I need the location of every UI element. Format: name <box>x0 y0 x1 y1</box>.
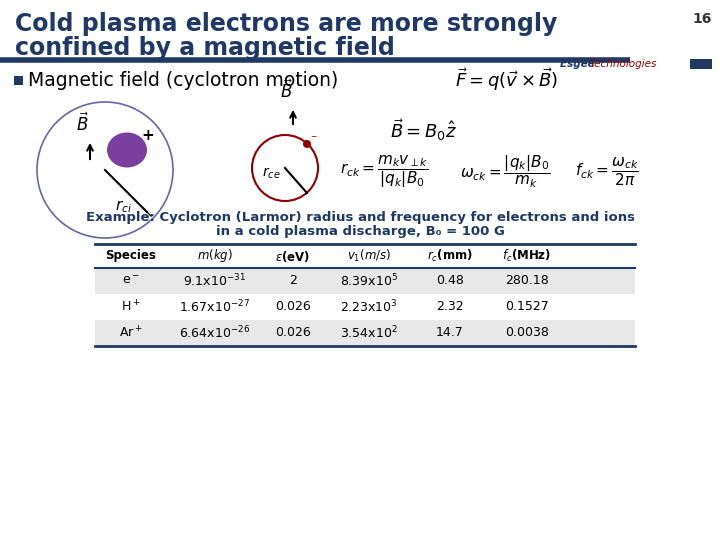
Text: $f_{ck} = \dfrac{\omega_{ck}}{2\pi}$: $f_{ck} = \dfrac{\omega_{ck}}{2\pi}$ <box>575 156 639 188</box>
Text: Species: Species <box>106 249 156 262</box>
Ellipse shape <box>107 132 147 167</box>
Text: +: + <box>142 127 154 143</box>
Text: $\vec{B}$: $\vec{B}$ <box>280 79 294 102</box>
Bar <box>14 76 23 85</box>
Text: 280.18: 280.18 <box>505 274 549 287</box>
Text: 2: 2 <box>289 274 297 287</box>
Text: 2.32: 2.32 <box>436 300 464 314</box>
Text: $\vec{B}$: $\vec{B}$ <box>76 112 89 135</box>
Text: $r_{ck} = \dfrac{m_k v_{\perp k}}{|q_k|B_0}$: $r_{ck} = \dfrac{m_k v_{\perp k}}{|q_k|B… <box>340 154 428 190</box>
Text: Esgee: Esgee <box>560 59 598 69</box>
Text: 16: 16 <box>693 12 712 26</box>
Text: $r_c$(mm): $r_c$(mm) <box>427 248 473 264</box>
Text: $m(kg)$: $m(kg)$ <box>197 247 233 265</box>
Text: in a cold plasma discharge, B₀ = 100 G: in a cold plasma discharge, B₀ = 100 G <box>215 225 505 238</box>
Bar <box>95 320 635 346</box>
Text: 0.026: 0.026 <box>275 300 311 314</box>
Text: $\omega_{ck} = \dfrac{|q_k|B_0}{m_k}$: $\omega_{ck} = \dfrac{|q_k|B_0}{m_k}$ <box>460 154 550 190</box>
Text: 0.026: 0.026 <box>275 327 311 340</box>
Bar <box>95 294 635 320</box>
Text: $\varepsilon$(eV): $\varepsilon$(eV) <box>276 248 310 264</box>
Bar <box>690 59 712 69</box>
Text: Magnetic field (cyclotron motion): Magnetic field (cyclotron motion) <box>28 71 338 90</box>
Text: $\vec{F} = q(\vec{v} \times \vec{B})$: $\vec{F} = q(\vec{v} \times \vec{B})$ <box>455 66 559 93</box>
Text: 0.0038: 0.0038 <box>505 327 549 340</box>
Text: Technologies: Technologies <box>590 59 657 69</box>
Text: $r_{ci}$: $r_{ci}$ <box>115 198 132 215</box>
Text: Example: Cyclotron (Larmor) radius and frequency for electrons and ions: Example: Cyclotron (Larmor) radius and f… <box>86 211 634 224</box>
Text: 8.39x10$^5$: 8.39x10$^5$ <box>340 273 398 289</box>
Text: $^-$: $^-$ <box>310 134 319 144</box>
Text: confined by a magnetic field: confined by a magnetic field <box>15 36 395 60</box>
Text: H$^+$: H$^+$ <box>121 299 141 315</box>
Text: 0.1527: 0.1527 <box>505 300 549 314</box>
Bar <box>95 268 635 294</box>
Text: 2.23x10$^3$: 2.23x10$^3$ <box>341 299 397 315</box>
Text: $f_c$(MHz): $f_c$(MHz) <box>503 248 552 264</box>
Text: Cold plasma electrons are more strongly: Cold plasma electrons are more strongly <box>15 12 557 36</box>
Text: 3.54x10$^2$: 3.54x10$^2$ <box>340 325 398 341</box>
Text: 0.48: 0.48 <box>436 274 464 287</box>
Circle shape <box>303 140 311 148</box>
Text: $v_1(m/s)$: $v_1(m/s)$ <box>347 248 391 264</box>
Text: $r_{ce}$: $r_{ce}$ <box>262 165 281 181</box>
Text: 9.1x10$^{-31}$: 9.1x10$^{-31}$ <box>183 273 246 289</box>
Text: Ar$^+$: Ar$^+$ <box>119 325 143 341</box>
Text: 14.7: 14.7 <box>436 327 464 340</box>
Text: e$^-$: e$^-$ <box>122 274 140 287</box>
Text: 1.67x10$^{-27}$: 1.67x10$^{-27}$ <box>179 299 250 315</box>
Text: 6.64x10$^{-26}$: 6.64x10$^{-26}$ <box>179 325 250 341</box>
Text: $\vec{B} = B_0\hat{z}$: $\vec{B} = B_0\hat{z}$ <box>390 117 457 143</box>
